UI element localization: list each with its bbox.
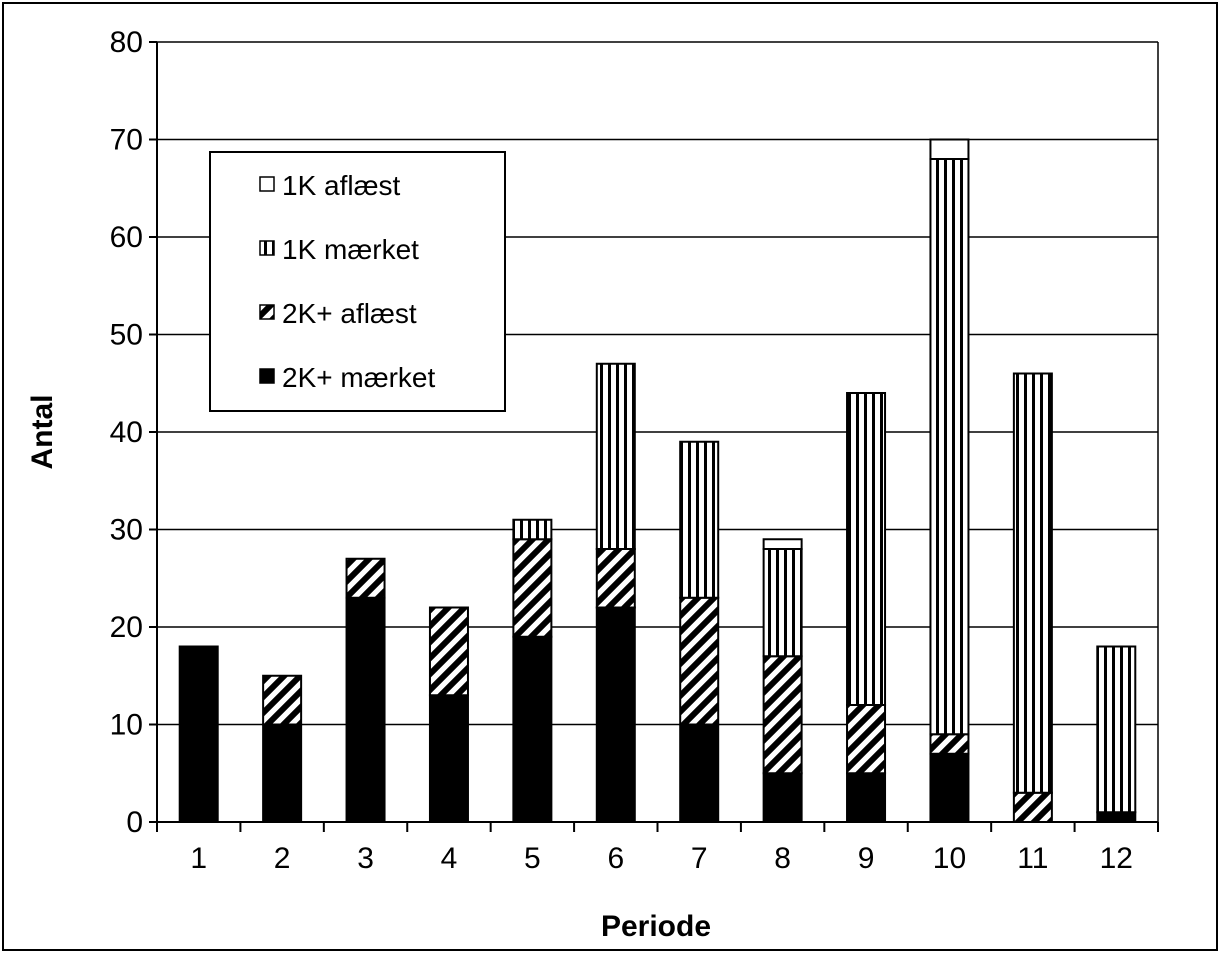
x-tick-label: 10: [933, 842, 966, 875]
y-tick-label: 50: [110, 319, 143, 352]
x-tick-label: 11: [1017, 842, 1048, 875]
bar-segment: [1012, 372, 1053, 794]
bar-segment: [1096, 811, 1137, 823]
bar-segment: [846, 704, 887, 775]
x-tick-label: 6: [607, 842, 624, 875]
bar-segment: [1012, 791, 1053, 823]
x-tick-label: 9: [858, 842, 875, 875]
x-tick-label: 4: [441, 842, 458, 875]
legend-swatch: [259, 368, 275, 384]
legend-label: 2K+ mærket: [282, 362, 435, 393]
bar-segment: [428, 606, 469, 697]
x-tick-label: 1: [190, 842, 207, 875]
legend-swatch: [259, 176, 275, 192]
bar-segment: [846, 772, 887, 823]
x-axis-title: Periode: [601, 910, 711, 943]
legend-box: [209, 151, 506, 412]
legend-swatch: [259, 304, 275, 320]
bar-segment: [345, 557, 386, 599]
legend-label: 1K mærket: [282, 234, 419, 265]
bar-segment: [345, 596, 386, 823]
y-axis-title: Antal: [26, 395, 59, 470]
x-tick-label: 8: [774, 842, 791, 875]
bar-segment: [762, 548, 803, 658]
bar-segment: [679, 440, 720, 599]
y-tick-label: 40: [110, 416, 143, 449]
y-tick-label: 70: [110, 124, 143, 157]
bar-segment: [595, 548, 636, 609]
legend: 1K aflæst 1K mærket 2K+ aflæst 2K+ mærket: [209, 151, 506, 412]
y-tick-label: 60: [110, 221, 143, 254]
bar-segment: [929, 158, 970, 736]
bar-segment: [929, 733, 970, 755]
bar-segment: [929, 138, 970, 160]
bar-segment: [1096, 645, 1137, 814]
bar-segment: [178, 645, 219, 823]
x-tick-label: 7: [691, 842, 708, 875]
x-tick-label: 2: [274, 842, 291, 875]
bar-segment: [428, 694, 469, 823]
bar-segment: [679, 723, 720, 823]
y-tick-label: 80: [110, 26, 143, 59]
x-tick-label: 3: [357, 842, 374, 875]
bar-segment: [512, 518, 553, 541]
legend-label: 2K+ aflæst: [282, 298, 417, 329]
legend-items: 1K aflæst 1K mærket 2K+ aflæst 2K+ mærket: [259, 170, 435, 393]
x-tick-label: 5: [524, 842, 541, 875]
y-tick-label: 20: [110, 611, 143, 644]
bar-segment: [262, 723, 303, 823]
bar-segment: [262, 674, 303, 726]
bar-segment: [512, 538, 553, 638]
legend-swatch: [259, 240, 275, 256]
bar-segment: [595, 362, 636, 550]
bars: [178, 138, 1137, 823]
y-tick-label: 0: [126, 806, 143, 839]
x-tick-label: 12: [1100, 842, 1133, 875]
bar-segment: [846, 392, 887, 706]
axes: [149, 41, 1159, 832]
bar-segment: [762, 772, 803, 823]
legend-label: 1K aflæst: [282, 170, 400, 201]
y-tick-label: 10: [110, 709, 143, 742]
bar-segment: [679, 596, 720, 726]
bar-segment: [512, 635, 553, 823]
y-tick-label: 30: [110, 514, 143, 547]
bar-segment: [762, 655, 803, 775]
bar-segment: [595, 606, 636, 823]
bar-segment: [929, 752, 970, 823]
bar-segment: [762, 538, 803, 550]
